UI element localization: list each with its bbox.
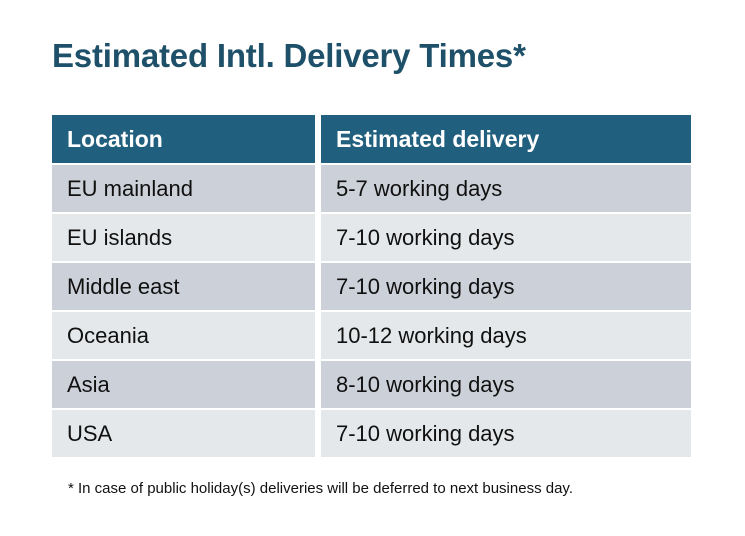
cell-estimated-delivery: 7-10 working days — [321, 263, 691, 310]
delivery-times-table: Location Estimated delivery EU mainland … — [52, 115, 691, 457]
cell-estimated-delivery: 7-10 working days — [321, 410, 691, 457]
column-header-estimated-delivery: Estimated delivery — [321, 115, 691, 163]
table-row: Oceania 10-12 working days — [52, 312, 691, 359]
cell-location: EU islands — [52, 214, 315, 261]
table-row: Asia 8-10 working days — [52, 361, 691, 408]
column-header-location: Location — [52, 115, 315, 163]
table-row: Middle east 7-10 working days — [52, 263, 691, 310]
table-row: USA 7-10 working days — [52, 410, 691, 457]
page-title: Estimated Intl. Delivery Times* — [52, 37, 526, 74]
cell-location: EU mainland — [52, 165, 315, 212]
cell-estimated-delivery: 5-7 working days — [321, 165, 691, 212]
cell-location: USA — [52, 410, 315, 457]
table-row: EU islands 7-10 working days — [52, 214, 691, 261]
footnote-text: * In case of public holiday(s) deliverie… — [68, 480, 573, 497]
table-header-row: Location Estimated delivery — [52, 115, 691, 163]
cell-estimated-delivery: 8-10 working days — [321, 361, 691, 408]
table-row: EU mainland 5-7 working days — [52, 165, 691, 212]
cell-estimated-delivery: 7-10 working days — [321, 214, 691, 261]
cell-location: Asia — [52, 361, 315, 408]
cell-location: Oceania — [52, 312, 315, 359]
cell-location: Middle east — [52, 263, 315, 310]
cell-estimated-delivery: 10-12 working days — [321, 312, 691, 359]
